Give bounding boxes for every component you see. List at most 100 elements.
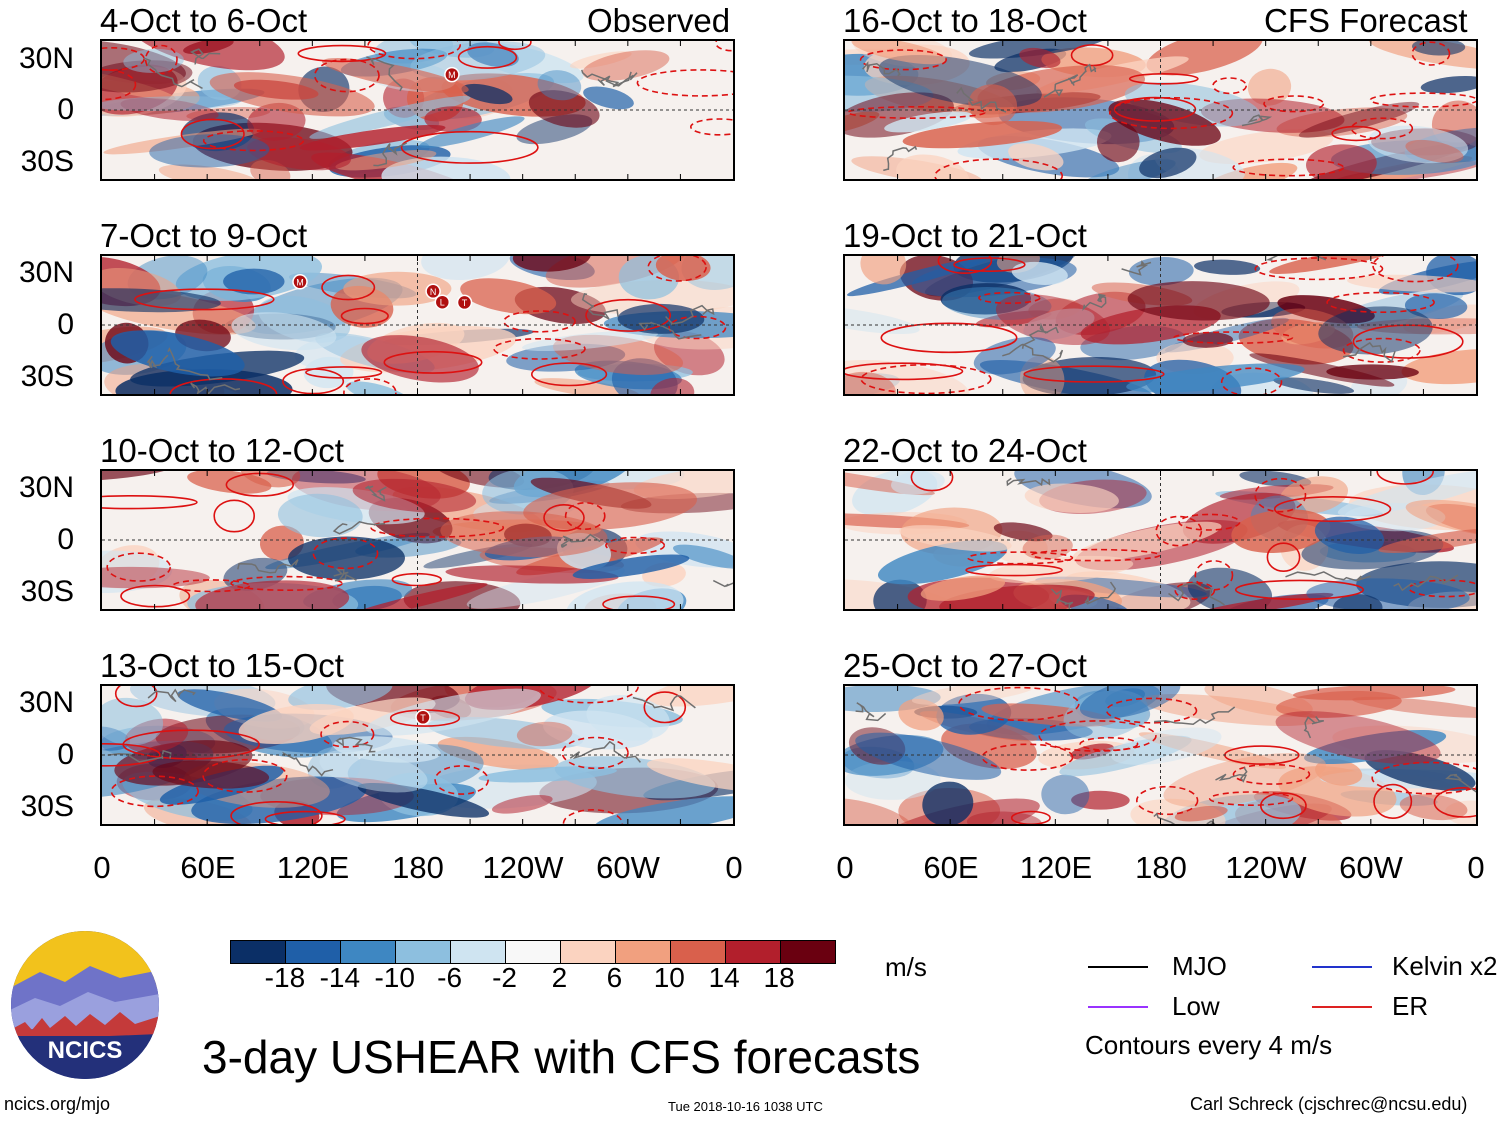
er-contour xyxy=(953,257,1026,273)
field-blob xyxy=(1314,516,1385,554)
coastline xyxy=(1241,114,1273,127)
storm-marker xyxy=(415,709,431,726)
field-blob xyxy=(445,565,619,584)
er-contour xyxy=(1263,95,1325,113)
field-blob xyxy=(1364,750,1476,791)
field-blob xyxy=(545,256,687,288)
er-contour xyxy=(859,49,948,71)
coastline xyxy=(855,702,887,722)
colorbar-tick-label: -18 xyxy=(264,962,306,993)
field-blob xyxy=(1024,483,1119,513)
ncics-logo: NCICS xyxy=(10,930,160,1080)
field-blob xyxy=(1140,694,1319,726)
field-blob xyxy=(534,378,640,394)
field-blob xyxy=(648,686,733,707)
website-link[interactable]: ncics.org/mjo xyxy=(4,1094,111,1114)
field-blob xyxy=(522,330,658,352)
er-contour xyxy=(1371,761,1476,795)
field-blob xyxy=(1318,306,1433,355)
er-contour xyxy=(498,41,532,51)
coastline xyxy=(335,736,376,753)
er-contour xyxy=(102,743,161,767)
field-blob xyxy=(1378,528,1476,553)
er-contour xyxy=(102,495,198,510)
er-contour xyxy=(1038,720,1157,752)
map-panel-obs-1: M xyxy=(100,39,735,181)
er-contour xyxy=(934,158,1063,179)
er-contour xyxy=(312,537,379,570)
field-blob xyxy=(512,256,591,272)
field-blob xyxy=(537,70,582,101)
y-tick-30n: 30N xyxy=(18,42,74,75)
er-contour xyxy=(313,58,380,93)
field-blob xyxy=(1200,162,1298,179)
er-contour xyxy=(845,362,964,381)
er-contour xyxy=(1178,513,1241,531)
er-contour xyxy=(1220,367,1283,394)
x-tick: 180 xyxy=(392,850,444,885)
panel-title-fc-4: 25-Oct to 27-Oct xyxy=(843,647,1087,684)
colorbar-swatch xyxy=(781,941,835,963)
field-blob xyxy=(1041,774,1090,815)
er-contour xyxy=(1070,44,1114,67)
field-blob xyxy=(239,471,301,488)
er-contour xyxy=(122,729,260,760)
map-panel-fc-3 xyxy=(843,469,1478,611)
er-contour xyxy=(230,575,343,591)
coastline xyxy=(332,520,386,535)
coastline xyxy=(665,304,715,325)
coastline xyxy=(1050,588,1074,609)
colorbar-swatch xyxy=(231,941,286,963)
field-blob xyxy=(299,124,446,151)
coastline xyxy=(189,48,221,65)
field-blob xyxy=(846,257,988,297)
field-blob xyxy=(920,575,1006,601)
coastline xyxy=(1285,571,1371,582)
logo-text: NCICS xyxy=(48,1037,123,1064)
colorbar-tick-label: -2 xyxy=(492,962,517,993)
er-contour xyxy=(180,118,245,150)
field-blob xyxy=(572,554,690,579)
x-tick: 60W xyxy=(596,850,660,885)
legend-line-er xyxy=(1312,1006,1372,1008)
field-blob xyxy=(1399,794,1468,821)
er-contour xyxy=(305,366,383,379)
storm-marker-label: T xyxy=(462,298,468,308)
field-blob xyxy=(1019,47,1061,69)
chart-title: 3-day USHEAR with CFS forecasts xyxy=(202,1031,921,1083)
er-contour xyxy=(391,572,442,587)
field-blob xyxy=(209,72,375,117)
er-contour xyxy=(1105,697,1198,724)
er-contour xyxy=(102,68,137,101)
field-blob xyxy=(1332,594,1383,609)
field-blob xyxy=(288,536,405,580)
field-blob xyxy=(357,782,490,818)
colorbar xyxy=(230,940,836,964)
er-contour xyxy=(172,579,251,593)
field-blob xyxy=(102,67,176,101)
x-tick: 120W xyxy=(1225,850,1307,885)
er-contour xyxy=(1254,257,1384,281)
units-label: m/s xyxy=(885,952,927,982)
field-blob xyxy=(366,688,541,736)
er-contour xyxy=(1023,365,1165,383)
field-blob xyxy=(381,156,511,179)
er-contour xyxy=(1128,72,1199,85)
coastline xyxy=(1445,773,1476,793)
field-blob xyxy=(1199,129,1334,165)
er-contour xyxy=(1411,41,1451,66)
colorbar-tick-label: -14 xyxy=(319,962,361,993)
colorbar-tick-label: 14 xyxy=(708,962,740,993)
field-blob xyxy=(177,689,283,722)
coastline xyxy=(1021,322,1059,349)
coastline xyxy=(146,354,169,369)
field-blob xyxy=(957,128,1112,159)
field-blob xyxy=(1194,259,1261,275)
er-contour xyxy=(647,256,707,282)
y-tick-30n: 30N xyxy=(18,686,74,719)
field-blob xyxy=(569,51,632,69)
column-label-forecast: CFS Forecast xyxy=(1264,2,1468,39)
er-contour xyxy=(1174,581,1216,601)
legend-label-low: Low xyxy=(1172,991,1220,1021)
field-blob xyxy=(898,698,944,731)
